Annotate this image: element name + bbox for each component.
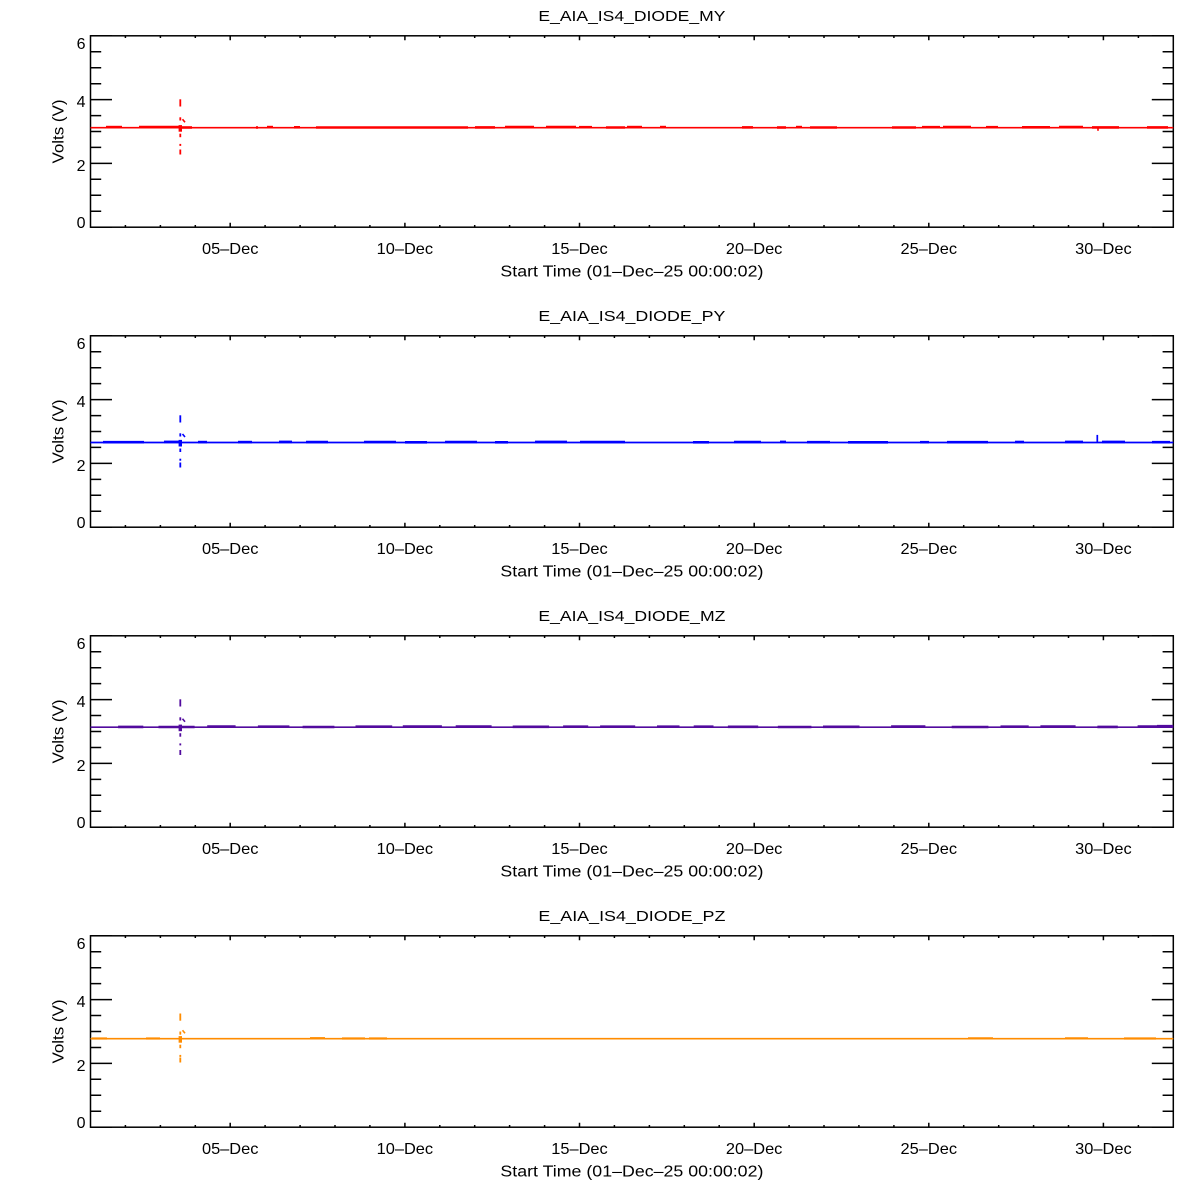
svg-text:05–Dec: 05–Dec [202,541,259,558]
svg-text:05–Dec: 05–Dec [202,241,259,258]
svg-text:2: 2 [77,158,86,175]
svg-text:4: 4 [77,94,86,111]
svg-text:10–Dec: 10–Dec [377,241,434,258]
svg-text:10–Dec: 10–Dec [377,841,434,858]
svg-text:25–Dec: 25–Dec [901,841,958,858]
svg-text:15–Dec: 15–Dec [551,841,608,858]
svg-text:15–Dec: 15–Dec [551,541,608,558]
svg-text:10–Dec: 10–Dec [377,1141,434,1158]
svg-text:30–Dec: 30–Dec [1075,841,1132,858]
svg-text:Start Time (01–Dec–25 00:00:02: Start Time (01–Dec–25 00:00:02) [500,864,763,881]
svg-text:E_AIA_IS4_DIODE_MZ: E_AIA_IS4_DIODE_MZ [538,608,725,625]
svg-text:0: 0 [77,1115,86,1132]
svg-text:Start Time (01–Dec–25 00:00:02: Start Time (01–Dec–25 00:00:02) [500,264,763,281]
svg-text:0: 0 [77,215,86,232]
svg-text:4: 4 [77,694,86,711]
svg-text:20–Dec: 20–Dec [726,541,783,558]
svg-text:E_AIA_IS4_DIODE_PY: E_AIA_IS4_DIODE_PY [538,308,725,325]
svg-text:E_AIA_IS4_DIODE_MY: E_AIA_IS4_DIODE_MY [538,8,725,25]
svg-text:30–Dec: 30–Dec [1075,541,1132,558]
svg-text:10–Dec: 10–Dec [377,541,434,558]
svg-text:20–Dec: 20–Dec [726,241,783,258]
svg-text:Volts (V): Volts (V) [51,100,68,164]
svg-text:Volts (V): Volts (V) [51,400,68,464]
svg-text:15–Dec: 15–Dec [551,1141,608,1158]
svg-text:30–Dec: 30–Dec [1075,241,1132,258]
svg-text:0: 0 [77,815,86,832]
svg-text:6: 6 [77,336,86,353]
svg-text:25–Dec: 25–Dec [901,541,958,558]
svg-text:30–Dec: 30–Dec [1075,1141,1132,1158]
svg-text:E_AIA_IS4_DIODE_PZ: E_AIA_IS4_DIODE_PZ [538,908,725,925]
svg-text:4: 4 [77,394,86,411]
svg-text:6: 6 [77,936,86,953]
svg-text:20–Dec: 20–Dec [726,841,783,858]
svg-text:Start Time (01–Dec–25 00:00:02: Start Time (01–Dec–25 00:00:02) [500,564,763,581]
svg-text:2: 2 [77,458,86,475]
svg-text:Volts (V): Volts (V) [51,1000,68,1064]
svg-text:05–Dec: 05–Dec [202,841,259,858]
svg-text:15–Dec: 15–Dec [551,241,608,258]
svg-text:6: 6 [77,636,86,653]
svg-text:2: 2 [77,758,86,775]
svg-text:0: 0 [77,515,86,532]
svg-text:4: 4 [77,994,86,1011]
svg-text:Volts (V): Volts (V) [51,700,68,764]
svg-text:20–Dec: 20–Dec [726,1141,783,1158]
svg-text:25–Dec: 25–Dec [901,241,958,258]
svg-text:6: 6 [77,36,86,53]
svg-text:2: 2 [77,1058,86,1075]
svg-text:05–Dec: 05–Dec [202,1141,259,1158]
svg-text:25–Dec: 25–Dec [901,1141,958,1158]
svg-text:Start Time (01–Dec–25 00:00:02: Start Time (01–Dec–25 00:00:02) [500,1164,763,1181]
